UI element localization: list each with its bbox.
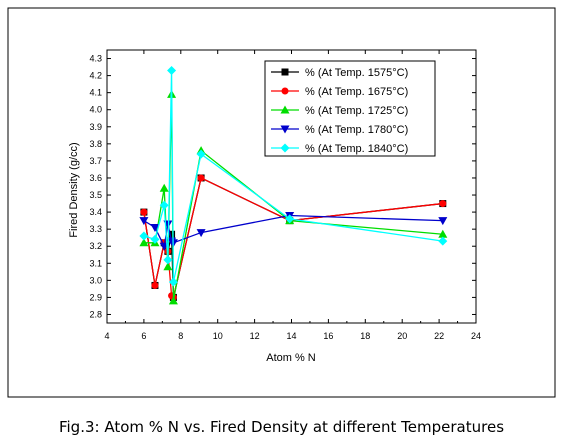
y-tick-label: 4.0 — [89, 105, 102, 115]
legend-entry: % (At Temp. 1725°C) — [271, 105, 408, 117]
y-tick-label: 3.2 — [89, 241, 102, 251]
y-tick-label: 3.5 — [89, 190, 102, 200]
legend-marker — [280, 125, 290, 134]
legend-label: % (At Temp. 1575°C) — [305, 67, 408, 79]
legend-box — [264, 60, 436, 157]
y-tick-label: 3.3 — [89, 224, 102, 234]
y-tick-label: 3.1 — [89, 258, 102, 268]
y-tick-label: 3.9 — [89, 122, 102, 132]
data-point — [151, 281, 159, 289]
legend-entry: % (At Temp. 1575°C) — [271, 67, 408, 79]
data-point — [285, 214, 295, 224]
data-point — [167, 65, 177, 75]
x-tick-label: 16 — [323, 331, 333, 341]
data-point — [168, 277, 178, 287]
legend-entry: % (At Temp. 1675°C) — [271, 86, 408, 98]
data-point — [168, 296, 178, 305]
x-tick-label: 10 — [213, 331, 223, 341]
data-point — [196, 149, 206, 159]
y-tick-label: 2.9 — [89, 292, 102, 302]
figure-caption: Fig.3: Atom % N vs. Fired Density at dif… — [58, 418, 505, 436]
data-point — [140, 208, 148, 216]
y-tick-label: 2.8 — [89, 309, 102, 319]
x-tick-label: 14 — [286, 331, 296, 341]
legend-marker — [280, 143, 290, 153]
y-tick-label: 3.4 — [89, 207, 102, 217]
plot-area: 4 6 8 10 12 14 16 18 20 22 24 2.8 2.9 3.0 3.1 3.2 3.3 3.4… — [89, 49, 481, 341]
data-point — [197, 174, 205, 182]
legend-label: % (At Temp. 1780°C) — [305, 124, 408, 136]
legend: % (At Temp. 1575°C) % (At Temp. 1675°C) % … — [264, 60, 436, 157]
legend-marker — [280, 105, 290, 114]
y-tick-label: 3.8 — [89, 139, 102, 149]
data-point — [159, 183, 169, 192]
data-point — [168, 230, 176, 238]
data-point — [163, 262, 173, 271]
data-point — [150, 223, 160, 232]
data-point — [163, 255, 173, 265]
y-tick-label: 4.3 — [89, 54, 102, 64]
data-point — [438, 229, 448, 238]
figure-frame — [7, 7, 556, 398]
y-tick-label: 3.7 — [89, 156, 102, 166]
y-tick-label: 3.6 — [89, 173, 102, 183]
series-5 — [139, 65, 448, 287]
y-tick-label: 3.0 — [89, 275, 102, 285]
data-point — [438, 236, 448, 246]
data-point — [438, 217, 448, 226]
x-tick-label: 6 — [141, 331, 146, 341]
x-tick-label: 20 — [397, 331, 407, 341]
legend-marker — [281, 87, 289, 95]
legend-marker — [281, 68, 289, 76]
data-point — [439, 200, 447, 208]
x-tick-label: 12 — [250, 331, 260, 341]
legend-entry: % (At Temp. 1840°C) — [271, 143, 408, 155]
legend-label: % (At Temp. 1725°C) — [305, 105, 408, 117]
y-tick-label: 4.2 — [89, 71, 102, 81]
legend-label: % (At Temp. 1675°C) — [305, 86, 408, 98]
data-point — [159, 200, 169, 210]
data-point — [139, 231, 149, 241]
x-tick-label: 4 — [104, 331, 109, 341]
y-axis-title: Fired Density (g/cc) — [68, 142, 80, 237]
x-tick-label: 18 — [360, 331, 370, 341]
legend-entry: % (At Temp. 1780°C) — [271, 124, 408, 136]
x-axis-title: Atom % N — [266, 352, 316, 364]
data-point — [139, 217, 149, 226]
data-point — [139, 238, 149, 247]
data-point — [150, 234, 160, 244]
data-point — [196, 229, 206, 238]
legend-label: % (At Temp. 1840°C) — [305, 143, 408, 155]
x-tick-label: 8 — [178, 331, 183, 341]
x-tick-label: 22 — [434, 331, 444, 341]
y-tick-label: 4.1 — [89, 88, 102, 98]
x-tick-label: 24 — [471, 331, 481, 341]
